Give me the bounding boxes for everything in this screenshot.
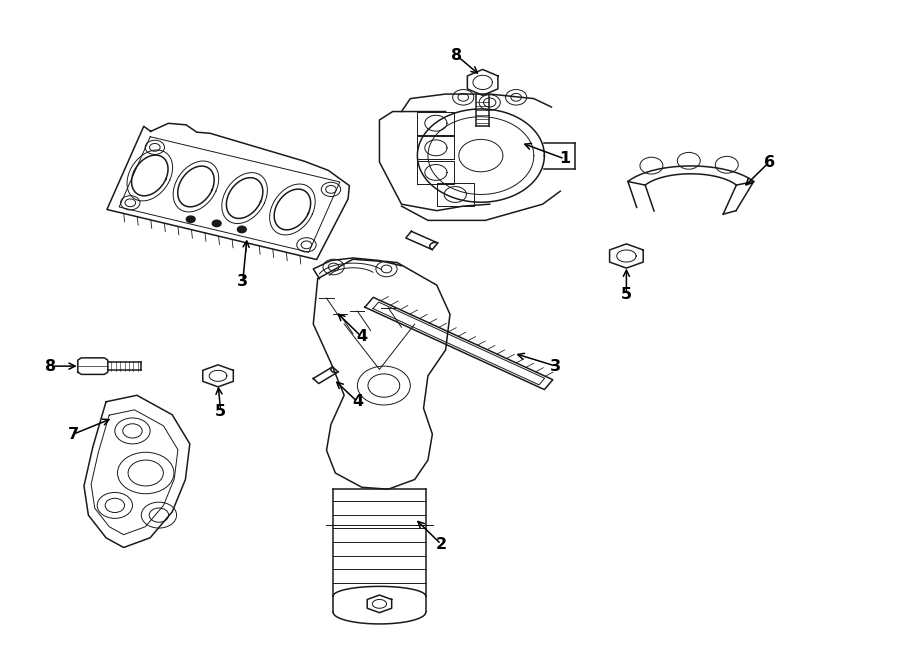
Circle shape bbox=[640, 157, 663, 174]
Text: 3: 3 bbox=[550, 359, 562, 373]
Circle shape bbox=[678, 153, 700, 169]
Text: 3: 3 bbox=[238, 274, 248, 290]
Circle shape bbox=[186, 216, 195, 223]
Text: 1: 1 bbox=[559, 151, 571, 167]
Text: 5: 5 bbox=[215, 404, 226, 419]
Text: 2: 2 bbox=[436, 537, 446, 552]
Text: 6: 6 bbox=[764, 155, 775, 170]
Text: 5: 5 bbox=[621, 288, 632, 302]
Text: 8: 8 bbox=[452, 48, 463, 63]
Text: 8: 8 bbox=[45, 359, 56, 373]
Text: 4: 4 bbox=[352, 394, 363, 409]
Circle shape bbox=[238, 226, 247, 233]
Text: 4: 4 bbox=[356, 329, 367, 344]
Circle shape bbox=[716, 157, 738, 173]
Text: 7: 7 bbox=[68, 426, 79, 442]
Circle shape bbox=[212, 220, 221, 227]
